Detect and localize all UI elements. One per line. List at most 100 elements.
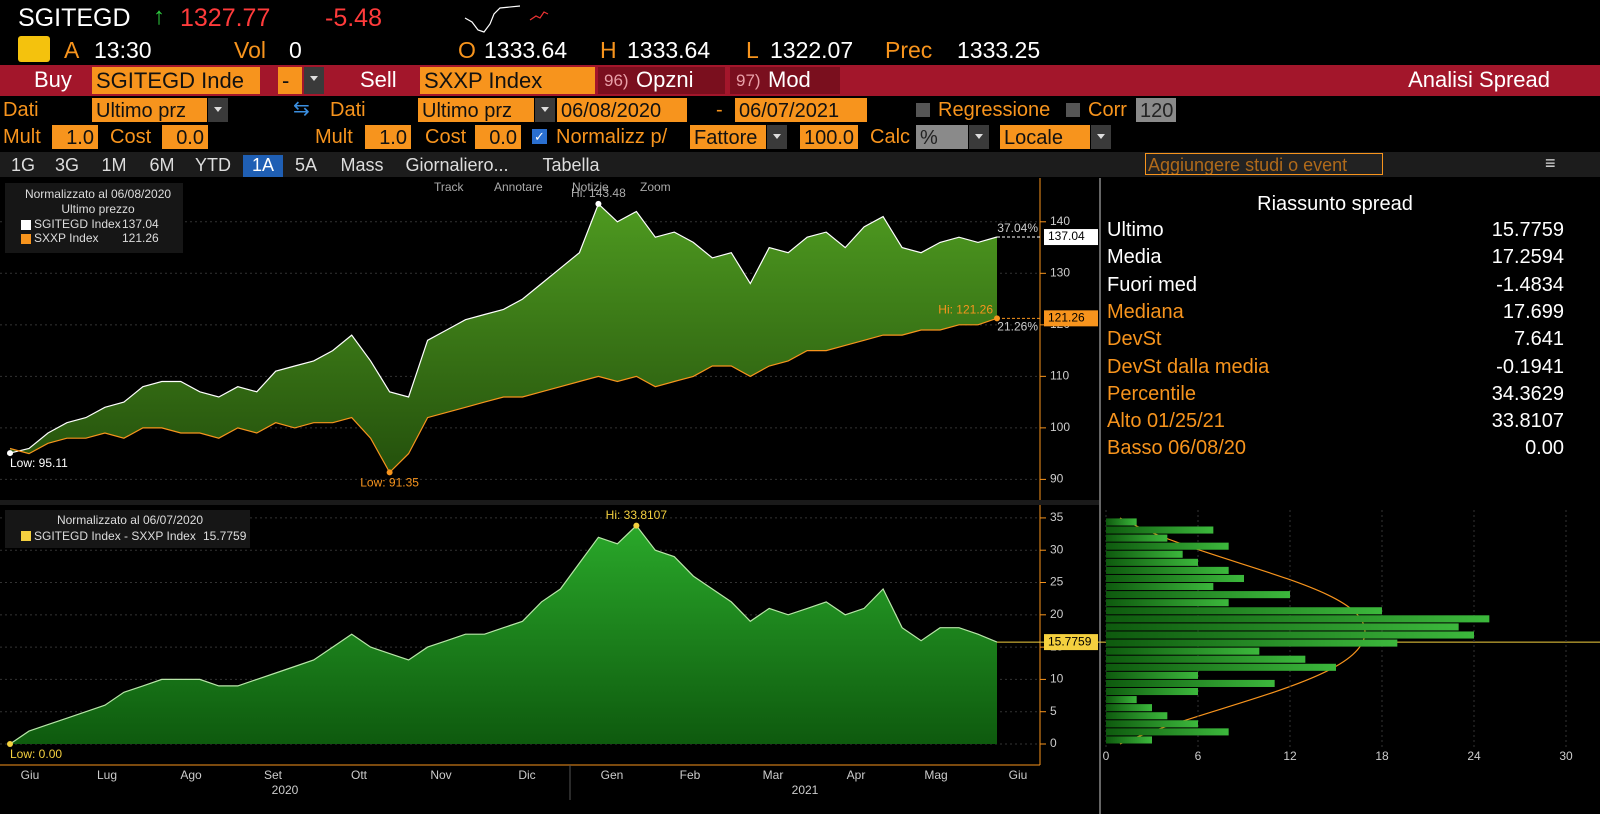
mod-button[interactable]: 97) Mod: [730, 67, 840, 94]
end-date[interactable]: 06/07/2021: [735, 98, 867, 122]
histogram-bar: [1106, 558, 1198, 566]
summary-label: Media: [1107, 246, 1162, 269]
vol: 0: [289, 37, 302, 63]
y-tick-label: 5: [1050, 704, 1057, 718]
y-tick-label: 90: [1050, 472, 1064, 486]
chart-tool[interactable]: Annotare: [494, 180, 543, 194]
legend-value: 121.26: [122, 231, 159, 245]
summary-value: 17.2594: [1491, 246, 1564, 269]
year-label: 2021: [792, 783, 819, 797]
sell-security[interactable]: SXXP Index: [420, 67, 595, 94]
range-tab[interactable]: 1G: [10, 155, 35, 175]
corr-window[interactable]: 120: [1136, 98, 1176, 122]
legend-swatch: [21, 234, 31, 244]
series-line: [9, 202, 998, 454]
meter-icon[interactable]: [18, 36, 50, 62]
operator-dropdown[interactable]: [304, 67, 324, 94]
data-dropdown[interactable]: [535, 98, 555, 122]
currency-dropdown[interactable]: [1091, 125, 1111, 149]
x-tick-label: Ott: [351, 768, 368, 782]
histogram-bar: [1106, 728, 1229, 736]
legend-value: 137.04: [122, 217, 159, 231]
currency[interactable]: Locale: [1000, 125, 1090, 149]
cost-label: Cost: [425, 126, 467, 148]
date-separator: -: [716, 99, 723, 121]
corr: Corr: [1088, 99, 1127, 121]
study-search[interactable]: Aggiungere studi o event: [1145, 153, 1383, 175]
summary-label: DevSt dalla media: [1107, 355, 1270, 378]
sell-label: Sell: [360, 67, 397, 92]
histogram-bar: [1106, 591, 1290, 599]
options-num: 96): [604, 71, 629, 90]
menu-icon[interactable]: ≡: [1545, 153, 1556, 173]
y-tick-label: 35: [1050, 510, 1064, 524]
range-tab[interactable]: 6M: [149, 155, 175, 175]
spread-band: [10, 203, 997, 473]
data-label: Dati: [330, 99, 366, 121]
low-marker: [386, 469, 393, 476]
range-tab[interactable]: 1A: [243, 155, 283, 177]
range-tab[interactable]: Tabella: [542, 155, 600, 175]
x-tick-label: 12: [1283, 749, 1297, 763]
normalize-value[interactable]: 100.0: [800, 125, 858, 149]
calc[interactable]: %: [916, 125, 968, 149]
series-line: [9, 317, 998, 474]
start-date[interactable]: 06/08/2020: [557, 98, 687, 122]
low-label: Low: 91.35: [360, 476, 419, 490]
x-tick-label: Ago: [180, 768, 202, 782]
cost[interactable]: 0.0: [162, 125, 208, 149]
checkbox[interactable]: [1066, 103, 1080, 117]
x-tick-label: Dic: [518, 768, 535, 782]
x-tick-label: 30: [1559, 749, 1573, 763]
range-tab[interactable]: 3G: [54, 155, 79, 175]
command-bar: Buy SGITEGD Inde - Sell SXXP Index 96) O…: [0, 65, 1600, 96]
histogram-bar: [1106, 534, 1168, 542]
options-button[interactable]: 96) Opzni: [598, 67, 725, 94]
data-field[interactable]: Ultimo prz: [418, 98, 534, 122]
y-tick-label: 0: [1050, 736, 1057, 750]
checkbox[interactable]: [916, 103, 930, 117]
range-tab[interactable]: 1M: [101, 155, 127, 175]
x-tick-label: 18: [1375, 749, 1389, 763]
chart-tool[interactable]: Track: [434, 180, 464, 194]
swap-icon[interactable]: ⇆: [293, 98, 310, 120]
study-placeholder: Aggiungere studi o event: [1148, 155, 1348, 175]
panel-divider[interactable]: [0, 500, 1100, 505]
legend-swatch: [21, 220, 31, 230]
mult[interactable]: 1.0: [365, 125, 411, 149]
legend-swatch: [21, 531, 31, 541]
range-tab[interactable]: YTD: [195, 155, 231, 175]
range-tab[interactable]: Giornaliero...: [405, 155, 509, 175]
histogram-bar: [1106, 631, 1474, 639]
low-marker: [7, 741, 13, 748]
normalize-mode[interactable]: Fattore: [690, 125, 766, 149]
last-price: 1327.77: [180, 4, 271, 32]
histogram-bar: [1106, 550, 1183, 558]
chart-tool[interactable]: Notizie: [572, 180, 609, 194]
low-marker: [7, 450, 13, 457]
range-tab[interactable]: Mass: [340, 155, 384, 175]
data-field[interactable]: Ultimo prz: [92, 98, 207, 122]
mult[interactable]: 1.0: [52, 125, 98, 149]
cost[interactable]: 0.0: [475, 125, 521, 149]
x-tick-label: 6: [1195, 749, 1202, 763]
legend-bg: [5, 510, 250, 548]
checkbox-checked[interactable]: ✓: [532, 129, 547, 144]
prev: 1333.25: [957, 37, 1041, 63]
legend-value: 15.7759: [203, 529, 247, 543]
y-tick-label: 110: [1050, 369, 1069, 383]
range-tab[interactable]: 5A: [294, 155, 318, 175]
histogram-bar: [1106, 599, 1229, 607]
buy-label: Buy: [34, 67, 72, 92]
chart-tool[interactable]: Zoom: [640, 180, 671, 194]
range-tabs: Aggiungere studi o event ≡ 1G 3G 1M 6M YTD 1A…: [0, 152, 1600, 177]
calc-dropdown[interactable]: [969, 125, 989, 149]
buy-security[interactable]: SGITEGD Inde: [92, 67, 260, 94]
mode-dropdown[interactable]: [767, 125, 787, 149]
data-dropdown[interactable]: [208, 98, 228, 122]
operator[interactable]: -: [278, 67, 302, 94]
y-tick-label: 25: [1050, 575, 1064, 589]
series-line: [9, 524, 998, 745]
sparkline: [464, 5, 549, 33]
x-tick-label: Giu: [1009, 768, 1028, 782]
